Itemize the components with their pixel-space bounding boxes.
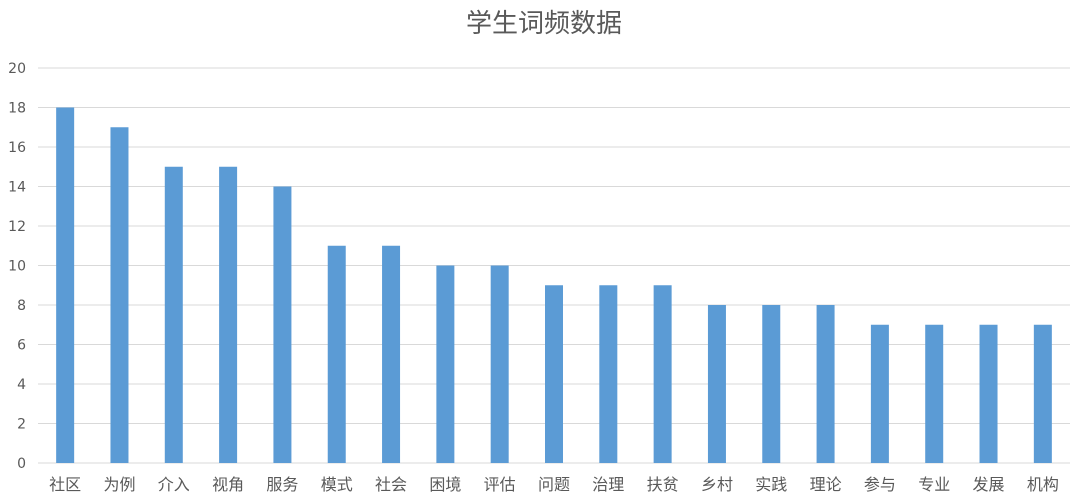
chart-title: 学生词频数据 — [466, 9, 622, 39]
bar-扶贫 — [653, 285, 672, 463]
bar-为例 — [110, 127, 129, 463]
x-tick-label: 扶贫 — [647, 475, 679, 494]
y-tick-label: 6 — [17, 338, 26, 354]
x-tick-label: 介入 — [158, 475, 190, 494]
x-tick-label: 治理 — [592, 475, 624, 494]
x-tick-label: 乡村 — [701, 475, 733, 494]
y-tick-label: 4 — [17, 377, 26, 393]
bar-问题 — [545, 285, 563, 463]
x-tick-label: 机构 — [1027, 475, 1059, 494]
bar-困境 — [436, 265, 455, 463]
y-tick-label: 2 — [17, 417, 26, 433]
x-tick-label: 社区 — [49, 475, 81, 494]
y-axis-ticks: 0 2 4 6 8 10 12 14 16 18 20 — [8, 61, 26, 472]
bar-发展 — [979, 324, 998, 463]
y-tick-label: 14 — [8, 180, 26, 196]
y-tick-label: 10 — [8, 259, 26, 275]
x-tick-label: 理论 — [810, 475, 842, 494]
x-tick-label: 评估 — [484, 475, 516, 494]
bar-社会 — [382, 245, 401, 463]
x-tick-label: 为例 — [103, 475, 135, 494]
bar-乡村 — [707, 305, 726, 463]
x-tick-label: 模式 — [321, 475, 353, 494]
bar-服务 — [273, 186, 292, 463]
bar-专业 — [925, 324, 944, 463]
y-tick-label: 8 — [17, 298, 26, 314]
bar-理论 — [816, 305, 835, 463]
x-tick-label: 专业 — [918, 475, 950, 494]
bar-机构 — [1033, 324, 1052, 463]
bar-社区 — [56, 107, 75, 463]
y-tick-label: 18 — [8, 101, 26, 117]
x-tick-label: 发展 — [973, 475, 1005, 494]
bar-介入 — [164, 166, 183, 463]
x-tick-label: 社会 — [375, 475, 407, 494]
x-tick-label: 参与 — [864, 475, 896, 494]
x-axis-ticks: 社区 为例 介入 视角 服务 模式 社会 困境 评估 问题 治理 扶贫 乡村 实践 理论 参与 专业 发展 机构 — [49, 475, 1059, 494]
x-tick-label: 视角 — [212, 475, 244, 494]
x-tick-label: 服务 — [266, 475, 298, 494]
x-tick-label: 实践 — [755, 475, 787, 494]
y-tick-label: 0 — [17, 456, 26, 472]
bars — [56, 107, 1052, 463]
y-tick-label: 16 — [8, 140, 26, 156]
y-tick-label: 12 — [8, 219, 26, 235]
y-tick-label: 20 — [8, 61, 26, 77]
bar-参与 — [870, 324, 889, 463]
bar-模式 — [327, 245, 346, 463]
bar-治理 — [599, 285, 618, 463]
bar-实践 — [762, 305, 781, 463]
bar-评估 — [490, 265, 509, 463]
x-tick-label: 问题 — [538, 475, 570, 494]
x-tick-label: 困境 — [429, 475, 461, 494]
bar-视角 — [219, 166, 238, 463]
